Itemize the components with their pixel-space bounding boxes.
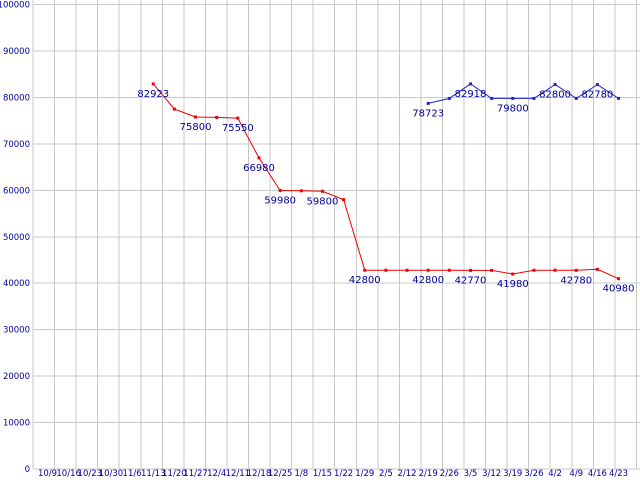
y-tick-label: 0 — [25, 465, 30, 475]
red-series-marker — [426, 268, 430, 272]
y-tick-label: 20000 — [3, 372, 30, 382]
x-tick-label: 10/9 — [38, 469, 57, 479]
x-tick-label: 10/23 — [78, 469, 103, 479]
data-point-label: 42800 — [349, 275, 381, 286]
x-tick-label: 11/20 — [162, 469, 187, 479]
red-series-marker — [469, 268, 472, 272]
x-tick-label: 4/23 — [609, 469, 628, 479]
x-tick-label: 10/16 — [56, 469, 81, 479]
y-tick-label: 70000 — [3, 140, 30, 150]
y-tick-label: 50000 — [3, 233, 30, 243]
x-tick-label: 4/2 — [548, 469, 562, 479]
x-tick-label: 3/26 — [524, 469, 543, 479]
blue-series-marker — [447, 96, 451, 100]
red-series-marker — [490, 268, 494, 272]
x-tick-label: 2/12 — [398, 469, 417, 479]
blue-series-marker — [617, 96, 621, 100]
x-tick-label: 12/25 — [268, 469, 293, 479]
blue-series-marker — [511, 96, 515, 100]
x-tick-label: 11/13 — [141, 469, 166, 479]
blue-series-marker — [490, 96, 494, 100]
red-series-marker — [532, 268, 536, 272]
x-tick-label: 1/22 — [334, 469, 353, 479]
y-tick-label: 90000 — [3, 47, 30, 57]
red-series-marker — [299, 189, 303, 193]
blue-series-marker — [553, 82, 557, 86]
red-series-marker — [405, 268, 409, 272]
x-tick-label: 2/19 — [419, 469, 438, 479]
x-tick-label: 11/27 — [183, 469, 208, 479]
data-point-label: 82918 — [455, 89, 487, 100]
data-point-label: 59980 — [264, 195, 296, 206]
red-series-marker — [172, 107, 176, 111]
x-tick-label: 12/18 — [247, 469, 272, 479]
x-tick-label: 11/6 — [123, 469, 142, 479]
red-series-line — [152, 83, 619, 280]
y-tick-label: 100000 — [0, 1, 30, 11]
y-tick-label: 10000 — [3, 419, 30, 429]
data-point-label: 82800 — [539, 89, 571, 100]
data-point-label: 42800 — [412, 275, 444, 286]
red-series-marker — [574, 268, 578, 272]
x-tick-label: 4/9 — [569, 469, 583, 479]
x-tick-label: 3/5 — [464, 469, 478, 479]
x-tick-label: 1/15 — [313, 469, 332, 479]
data-point-label: 79800 — [497, 103, 529, 114]
red-series-marker — [278, 188, 282, 192]
red-series-marker — [320, 189, 324, 193]
data-point-label: 75550 — [222, 123, 254, 134]
red-series-marker — [215, 115, 219, 119]
red-series-marker — [236, 116, 240, 120]
data-point-label: 40980 — [603, 284, 635, 295]
blue-series-marker — [595, 83, 599, 87]
x-tick-label: 3/19 — [503, 469, 522, 479]
red-series-marker — [384, 268, 388, 272]
data-point-label: 75800 — [180, 122, 212, 133]
red-series-marker — [257, 156, 261, 160]
data-point-label: 41980 — [497, 279, 529, 290]
red-series-marker — [194, 115, 198, 119]
data-point-label: 42780 — [560, 275, 592, 286]
data-point-label: 78723 — [412, 108, 444, 119]
red-series-marker — [447, 268, 451, 272]
x-tick-label: 3/12 — [482, 469, 501, 479]
x-tick-label: 1/29 — [355, 469, 374, 479]
data-point-label: 42770 — [455, 275, 487, 286]
data-point-label: 82923 — [137, 89, 169, 100]
blue-series-marker — [532, 96, 536, 100]
data-point-label: 59800 — [307, 196, 339, 207]
blue-series-marker — [469, 82, 472, 86]
data-point-label: 82780 — [581, 90, 613, 101]
x-tick-label: 2/26 — [440, 469, 459, 479]
red-series-marker — [617, 277, 621, 281]
x-tick-label: 4/16 — [588, 469, 607, 479]
y-tick-label: 40000 — [3, 279, 30, 289]
red-series-marker — [342, 198, 346, 202]
red-series-marker — [151, 82, 155, 86]
red-series-marker — [553, 268, 557, 272]
x-tick-label: 1/8 — [294, 469, 308, 479]
y-tick-label: 60000 — [3, 186, 30, 196]
x-tick-label: 12/11 — [226, 469, 251, 479]
y-tick-label: 30000 — [3, 326, 30, 336]
blue-series-marker — [426, 101, 430, 105]
data-point-label: 66980 — [243, 163, 275, 174]
y-tick-label: 80000 — [3, 93, 30, 103]
blue-series-line — [428, 83, 619, 104]
x-tick-label: 2/5 — [379, 469, 393, 479]
x-tick-label: 10/30 — [99, 469, 124, 479]
x-tick-label: 12/4 — [207, 469, 226, 479]
red-series-marker — [511, 272, 515, 276]
red-series-marker — [363, 268, 367, 272]
red-series-marker — [595, 267, 599, 271]
blue-series-marker — [574, 96, 578, 100]
